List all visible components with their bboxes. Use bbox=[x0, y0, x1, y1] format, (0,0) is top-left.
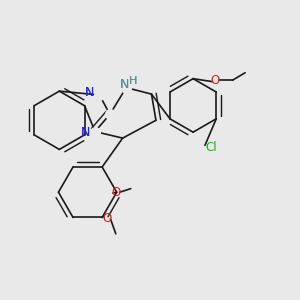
Text: H: H bbox=[129, 76, 137, 86]
Text: N: N bbox=[81, 126, 90, 139]
Text: N: N bbox=[81, 126, 90, 139]
Text: O: O bbox=[102, 212, 112, 226]
Text: O: O bbox=[211, 74, 220, 87]
Text: N: N bbox=[85, 85, 94, 98]
Text: O: O bbox=[111, 186, 120, 199]
Text: H: H bbox=[129, 76, 137, 86]
Text: N: N bbox=[85, 85, 94, 98]
Text: Cl: Cl bbox=[205, 140, 217, 154]
Text: N: N bbox=[119, 77, 129, 91]
Text: N: N bbox=[119, 77, 129, 91]
